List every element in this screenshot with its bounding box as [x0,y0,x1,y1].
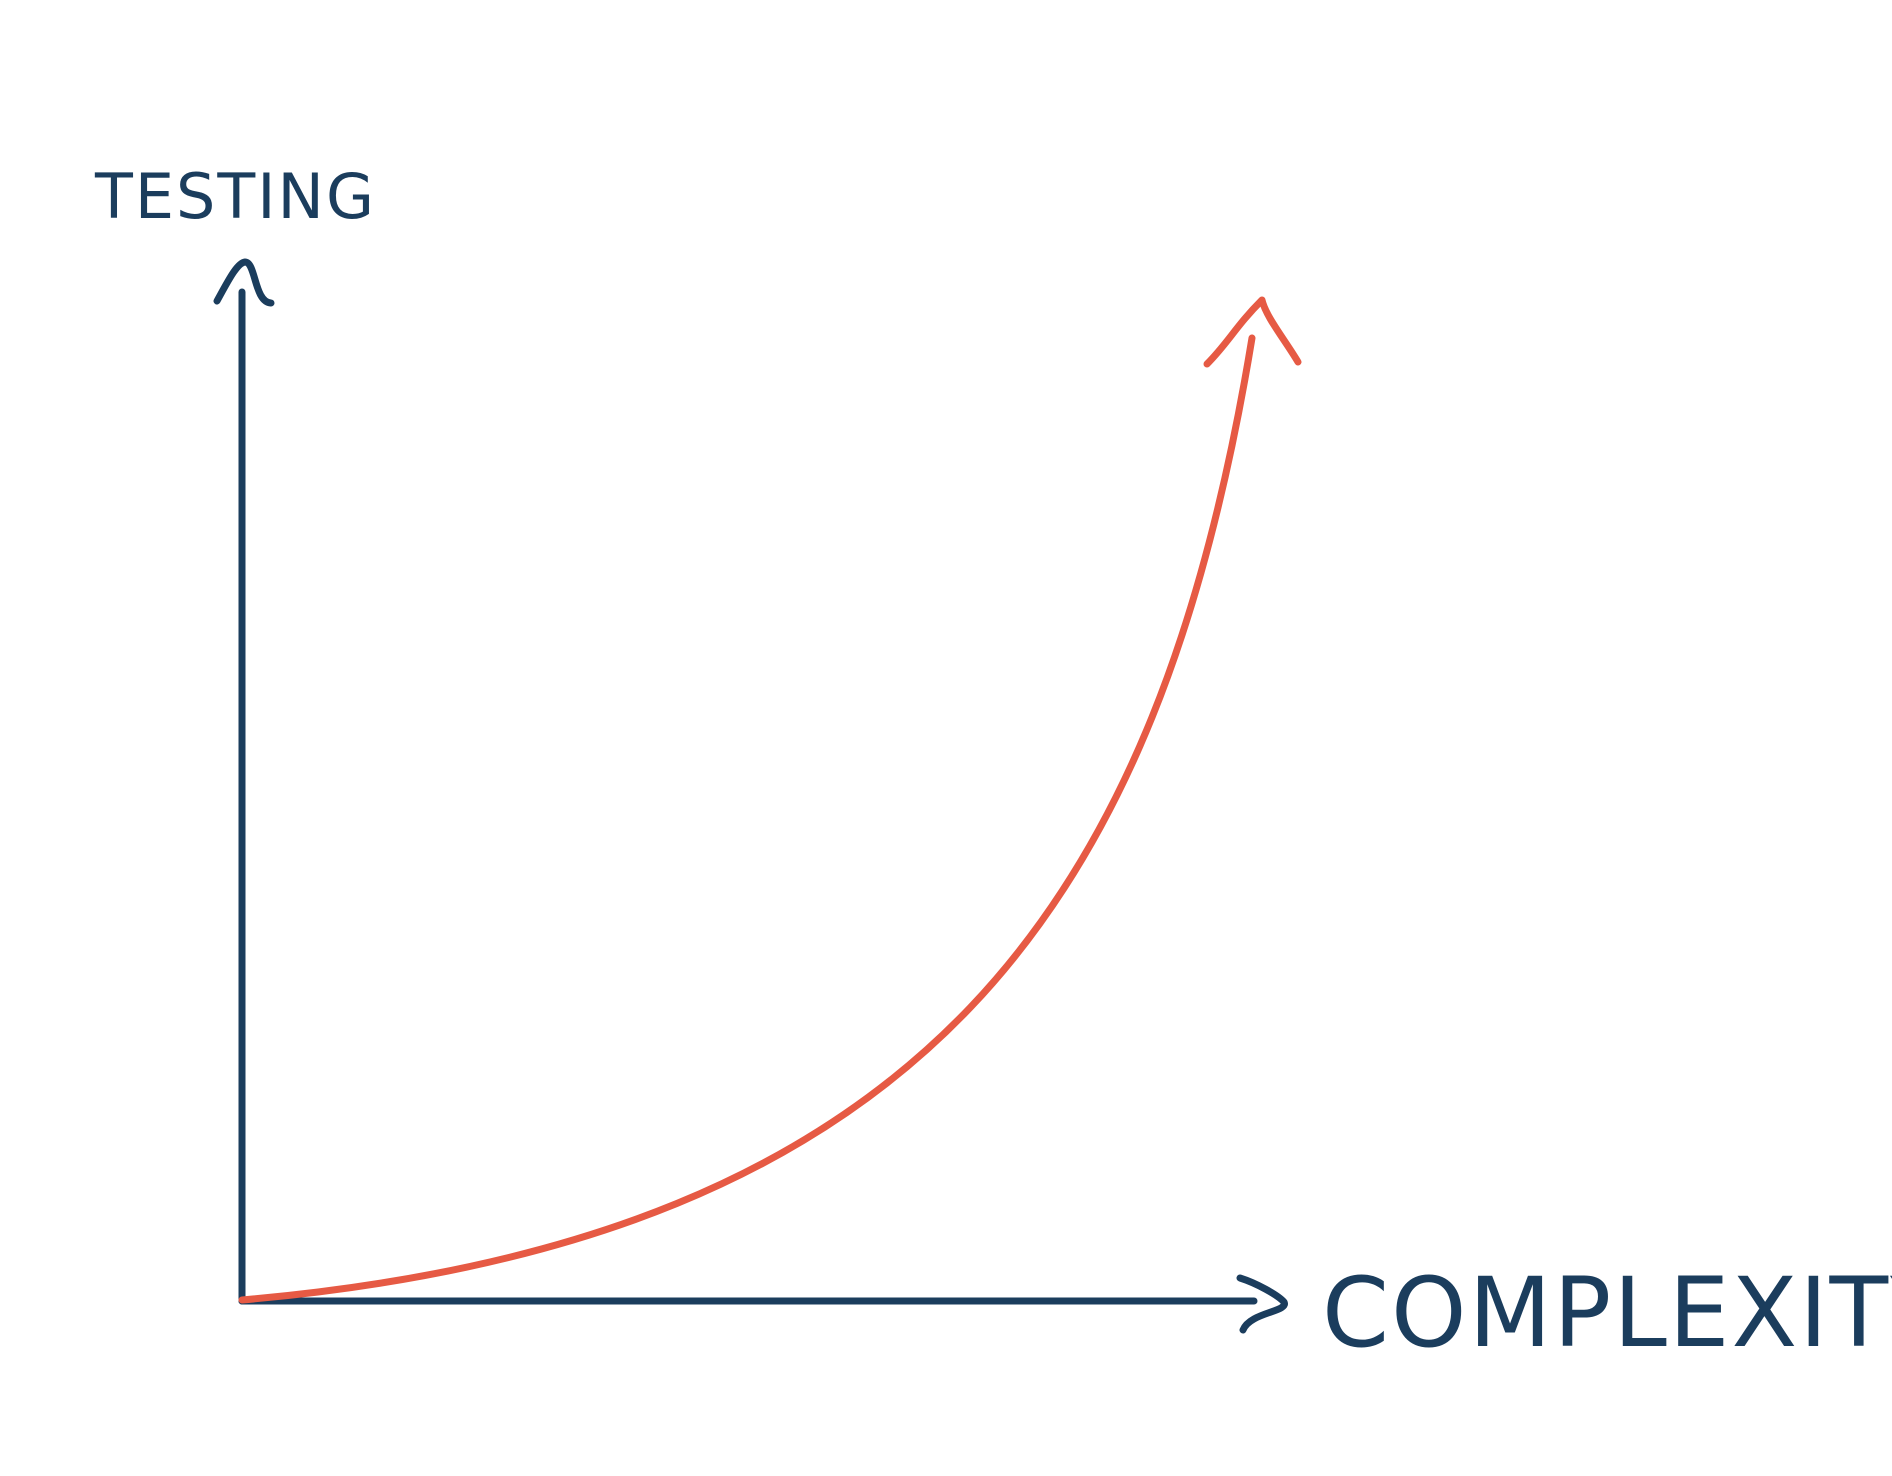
growth-curve [238,334,1256,1304]
arrowhead-right-icon [1236,1274,1288,1334]
y-axis-label: TESTING [94,160,376,233]
curve-arrowhead-icon [1203,296,1302,368]
x-axis-label: COMPLEXITY [1322,1257,1892,1369]
arrowhead-up-icon [213,258,275,307]
